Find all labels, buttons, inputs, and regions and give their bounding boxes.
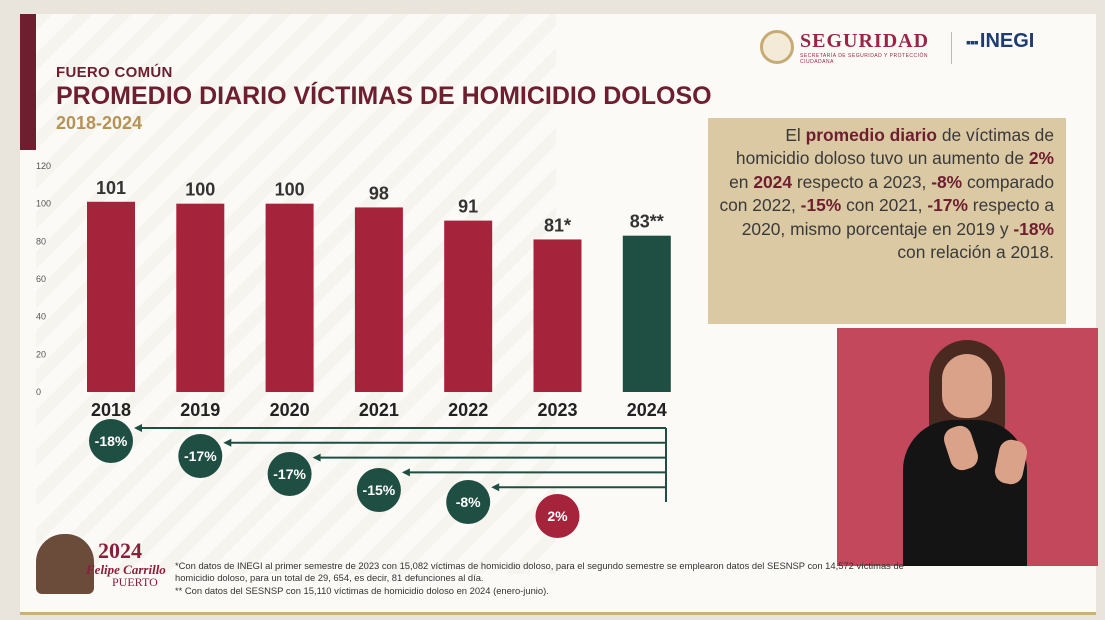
bar bbox=[265, 203, 314, 392]
arrow-head bbox=[223, 438, 232, 447]
seguridad-logo: SEGURIDAD SECRETARÍA DE SEGURIDAD Y PROT… bbox=[760, 28, 940, 66]
x-tick-label: 2021 bbox=[359, 400, 399, 420]
commemorative-name: PUERTO bbox=[112, 575, 158, 589]
bar-value-label: 83** bbox=[630, 212, 664, 232]
y-tick-label: 40 bbox=[36, 312, 46, 322]
footnote-1: *Con datos de INEGI al primer semestre d… bbox=[175, 560, 904, 571]
bar-value-label: 100 bbox=[275, 180, 305, 200]
summary-highlight: 2% bbox=[1028, 148, 1054, 169]
summary-highlight: -18% bbox=[1013, 218, 1054, 239]
arrow-head bbox=[491, 483, 500, 492]
comparison-badge-label: -18% bbox=[95, 433, 128, 449]
bar-value-label: 98 bbox=[369, 183, 389, 203]
y-tick-label: 120 bbox=[36, 161, 51, 171]
bar bbox=[176, 203, 225, 392]
comparison-badge-label: -17% bbox=[273, 466, 306, 482]
summary-text: comparado con 2022, bbox=[719, 171, 1054, 216]
y-tick-label: 80 bbox=[36, 236, 46, 246]
commemorative-year: 2024 bbox=[98, 538, 142, 563]
bar-value-label: 81* bbox=[544, 215, 571, 235]
summary-text: con 2021, bbox=[841, 195, 928, 216]
comparison-badge-label: 2% bbox=[547, 508, 568, 524]
bar bbox=[87, 201, 135, 392]
comparison-badge bbox=[178, 434, 223, 478]
inegi-mark-icon: ▪▪▪ bbox=[966, 34, 979, 50]
comparison-badge bbox=[267, 452, 312, 496]
footnote-2: ** Con datos del SESNSP con 15,110 vícti… bbox=[175, 585, 549, 596]
bar bbox=[444, 220, 493, 392]
summary-box: El promedio diario de víctimas de homici… bbox=[708, 118, 1066, 324]
summary-text: respecto a 2020, mismo porcentaje en 201… bbox=[741, 195, 1054, 239]
accent-band bbox=[20, 14, 36, 150]
interpreter-face bbox=[942, 354, 992, 418]
section-kicker: FUERO COMÚN bbox=[56, 64, 173, 81]
summary-highlight: -17% bbox=[927, 195, 968, 216]
inegi-logo-text: INEGI bbox=[979, 30, 1035, 52]
summary-highlight: -15% bbox=[800, 195, 842, 216]
commemorative-logo: 2024 Felipe Carrillo PUERTO bbox=[32, 528, 172, 598]
x-tick-label: 2022 bbox=[448, 400, 488, 420]
arrow-head bbox=[401, 468, 410, 477]
logo-divider bbox=[951, 32, 952, 64]
arrow-head bbox=[312, 453, 321, 462]
comparison-badge bbox=[446, 480, 491, 524]
commemorative-name: Felipe Carrillo bbox=[86, 562, 166, 577]
y-tick-label: 0 bbox=[36, 387, 41, 397]
footnote-1b: homicidio doloso, para un total de 29, 6… bbox=[175, 572, 484, 583]
x-tick-label: 2018 bbox=[91, 400, 131, 420]
seguridad-logo-subtitle: SECRETARÍA DE SEGURIDAD Y PROTECCIÓN CIU… bbox=[800, 53, 929, 65]
bar-chart: 0 20 40 60 80 100 120 101 2018 100 2019 100 2020 98 20… bbox=[36, 161, 671, 538]
summary-highlight: -8% bbox=[931, 171, 963, 192]
summary-text: El bbox=[785, 125, 806, 145]
summary-text: respecto a 2023, bbox=[792, 171, 932, 192]
summary-text: en bbox=[729, 171, 754, 192]
y-tick-label: 100 bbox=[36, 199, 51, 209]
x-tick-label: 2020 bbox=[270, 400, 310, 420]
comparison-badge-label: -8% bbox=[456, 494, 481, 510]
period-label: 2018-2024 bbox=[56, 113, 143, 133]
bar-value-label: 100 bbox=[185, 180, 215, 200]
seal-icon bbox=[760, 30, 794, 64]
summary-text: de víctimas de homicidio doloso tuvo un … bbox=[735, 125, 1054, 169]
y-tick-label: 60 bbox=[36, 274, 46, 284]
bottom-rule bbox=[20, 612, 1096, 615]
portrait-icon bbox=[36, 534, 94, 594]
comparison-badge bbox=[356, 468, 401, 512]
comparison-badge bbox=[535, 494, 580, 538]
x-tick-label: 2019 bbox=[180, 400, 220, 420]
bar bbox=[533, 239, 582, 392]
arrow-head bbox=[134, 424, 142, 432]
bar-value-label: 91 bbox=[458, 197, 478, 217]
bar bbox=[354, 207, 403, 392]
bar bbox=[622, 235, 671, 392]
y-tick-label: 20 bbox=[36, 349, 46, 359]
summary-text: con relación a 2018. bbox=[897, 242, 1054, 263]
comparison-badge-label: -17% bbox=[184, 448, 217, 464]
x-tick-label: 2023 bbox=[537, 400, 577, 420]
sign-language-interpreter bbox=[837, 328, 1098, 566]
summary-highlight: 2024 bbox=[753, 171, 792, 192]
page-title: PROMEDIO DIARIO VÍCTIMAS DE HOMICIDIO DO… bbox=[56, 82, 712, 110]
summary-highlight: promedio diario bbox=[805, 125, 938, 145]
comparison-badge bbox=[89, 419, 133, 463]
seguridad-logo-text: SEGURIDAD bbox=[800, 30, 930, 52]
comparison-badge-label: -15% bbox=[363, 482, 396, 498]
x-tick-label: 2024 bbox=[627, 400, 667, 420]
inegi-logo: ▪▪▪ INEGI bbox=[966, 30, 1034, 53]
bar-value-label: 101 bbox=[96, 178, 126, 198]
